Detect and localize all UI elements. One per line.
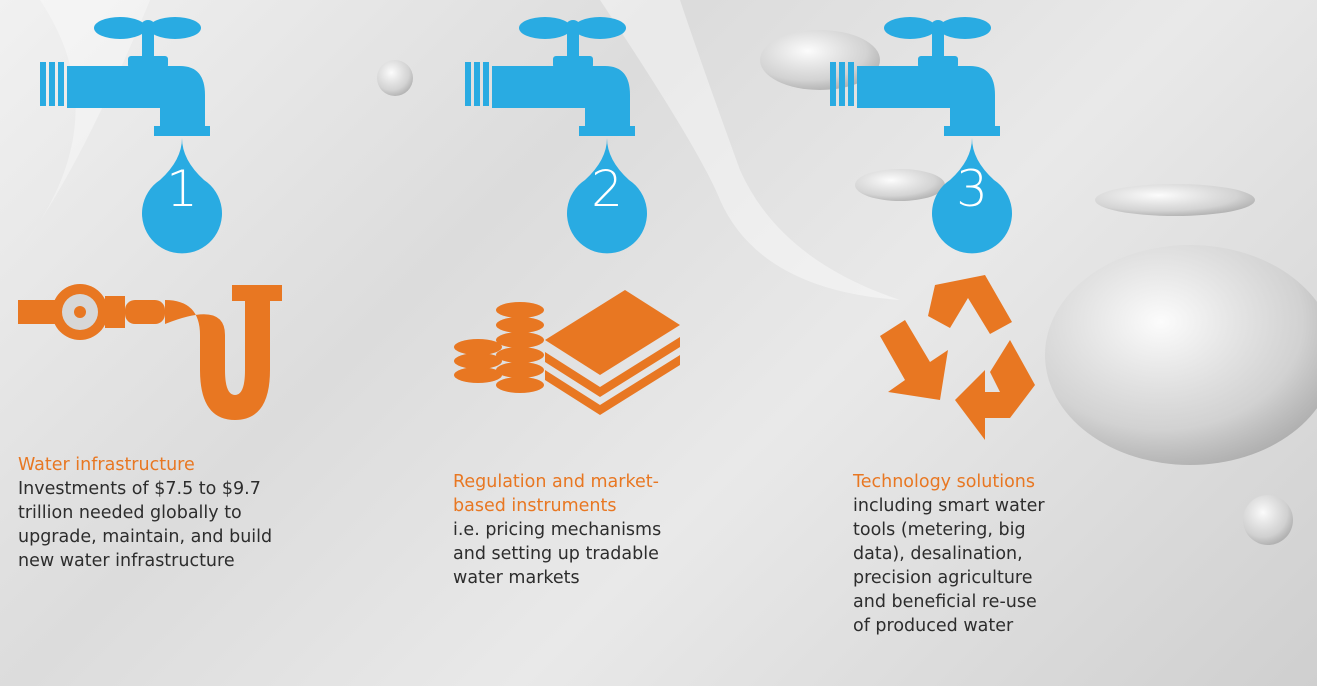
item-description: and beneficial re-use bbox=[853, 590, 1037, 614]
pipe-icon bbox=[18, 284, 282, 420]
item-description: including smart water bbox=[853, 494, 1045, 518]
page: 1 Water infrastructureInvestments of $7.5… bbox=[0, 0, 1317, 686]
item-description: data), desalination, bbox=[853, 542, 1023, 566]
item-description: trillion needed globally to bbox=[18, 501, 242, 525]
item-description: upgrade, maintain, and build bbox=[18, 525, 272, 549]
recycle-icon bbox=[880, 275, 1035, 440]
money-icon bbox=[454, 290, 680, 415]
step-number: 2 bbox=[567, 160, 647, 218]
item-description: and setting up tradable bbox=[453, 542, 659, 566]
item-description: i.e. pricing mechanisms bbox=[453, 518, 661, 542]
item-description: of produced water bbox=[853, 614, 1013, 638]
item-description: new water infrastructure bbox=[18, 549, 235, 573]
item-description: precision agriculture bbox=[853, 566, 1033, 590]
water-puddle bbox=[1045, 245, 1317, 465]
water-puddle bbox=[1095, 184, 1255, 216]
water-drop bbox=[377, 60, 413, 96]
step-number: 3 bbox=[932, 160, 1012, 218]
item-title: based instruments bbox=[453, 494, 617, 518]
item-description: Investments of $7.5 to $9.7 bbox=[18, 477, 261, 501]
step-number: 1 bbox=[142, 160, 222, 218]
artwork bbox=[0, 0, 1317, 686]
water-drop bbox=[1243, 495, 1293, 545]
item-title: Technology solutions bbox=[853, 470, 1035, 494]
item-description: water markets bbox=[453, 566, 580, 590]
item-title: Regulation and market- bbox=[453, 470, 659, 494]
item-description: tools (metering, big bbox=[853, 518, 1026, 542]
item-title: Water infrastructure bbox=[18, 453, 195, 477]
